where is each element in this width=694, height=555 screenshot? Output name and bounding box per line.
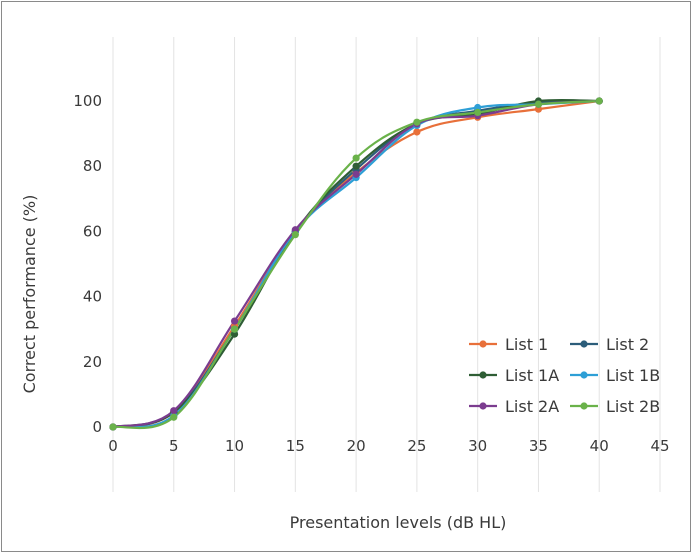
legend-label: List 2B	[606, 397, 660, 416]
data-point-list-2b	[170, 413, 178, 421]
series-line-list-2b	[112, 99, 600, 430]
data-point-list-2b	[534, 100, 543, 108]
grid-lines	[112, 37, 661, 492]
x-axis-label: Presentation levels (dB HL)	[290, 513, 507, 532]
series-line-list-2a	[112, 99, 600, 429]
legend-swatch-marker	[580, 402, 588, 410]
legend-label: List 2A	[505, 397, 559, 416]
legend-item-list-1: List 1	[469, 335, 548, 354]
x-tick-label: 30	[468, 437, 487, 455]
x-tick-label: 5	[169, 437, 179, 455]
data-point-list-2a	[170, 407, 178, 415]
legend-item-list-2: List 2	[570, 335, 649, 354]
y-tick-label: 80	[83, 157, 102, 175]
legend-label: List 2	[606, 335, 649, 354]
legend-item-list-1a: List 1A	[469, 366, 559, 385]
y-tick-label: 40	[83, 288, 102, 306]
data-point-list-2b	[230, 325, 239, 333]
data-point-list-2a	[230, 317, 239, 325]
legend-swatch-marker	[479, 340, 487, 348]
x-tick-label: 20	[347, 437, 366, 455]
legend: List 1 List 2 List 1A List 1B List 2A List 2B	[469, 335, 660, 416]
legend-label: List 1A	[505, 366, 559, 385]
x-tick-label: 25	[407, 437, 426, 455]
x-tick-label: 35	[529, 437, 548, 455]
x-tick-label: 40	[590, 437, 609, 455]
legend-label: List 1	[505, 335, 548, 354]
legend-swatch-marker	[580, 340, 588, 348]
data-point-list-2b	[474, 108, 482, 117]
data-point-list-1	[413, 128, 421, 136]
y-tick-label: 20	[83, 353, 102, 371]
legend-item-list-1b: List 1B	[570, 366, 660, 385]
x-tick-label: 15	[286, 437, 305, 455]
x-tick-labels: 0 5 10 15 20 25 30 35 40 45	[108, 437, 669, 455]
legend-swatch-marker	[580, 371, 588, 379]
data-point-list-2b	[109, 423, 117, 431]
x-tick-label: 10	[225, 437, 244, 455]
x-tick-label: 0	[108, 437, 118, 455]
series-lines	[112, 98, 600, 430]
data-point-list-2b	[595, 97, 603, 105]
legend-swatch-marker	[479, 402, 487, 410]
data-point-list-2b	[291, 231, 299, 239]
y-tick-label: 60	[83, 222, 102, 240]
data-point-list-2b	[352, 154, 360, 162]
y-tick-label: 100	[73, 92, 102, 110]
legend-item-list-2b: List 2B	[570, 397, 660, 416]
y-axis-label: Correct performance (%)	[20, 195, 39, 394]
legend-item-list-2a: List 2A	[469, 397, 559, 416]
y-tick-label: 0	[92, 418, 102, 436]
data-point-list-2a	[352, 170, 360, 178]
legend-label: List 1B	[606, 366, 660, 385]
data-point-list-2b	[413, 118, 421, 126]
x-tick-label: 45	[650, 437, 669, 455]
data-point-list-1a	[352, 162, 360, 170]
y-tick-labels: 0 20 40 60 80 100	[73, 92, 102, 436]
legend-swatch-marker	[479, 371, 487, 379]
series-points	[109, 97, 603, 431]
